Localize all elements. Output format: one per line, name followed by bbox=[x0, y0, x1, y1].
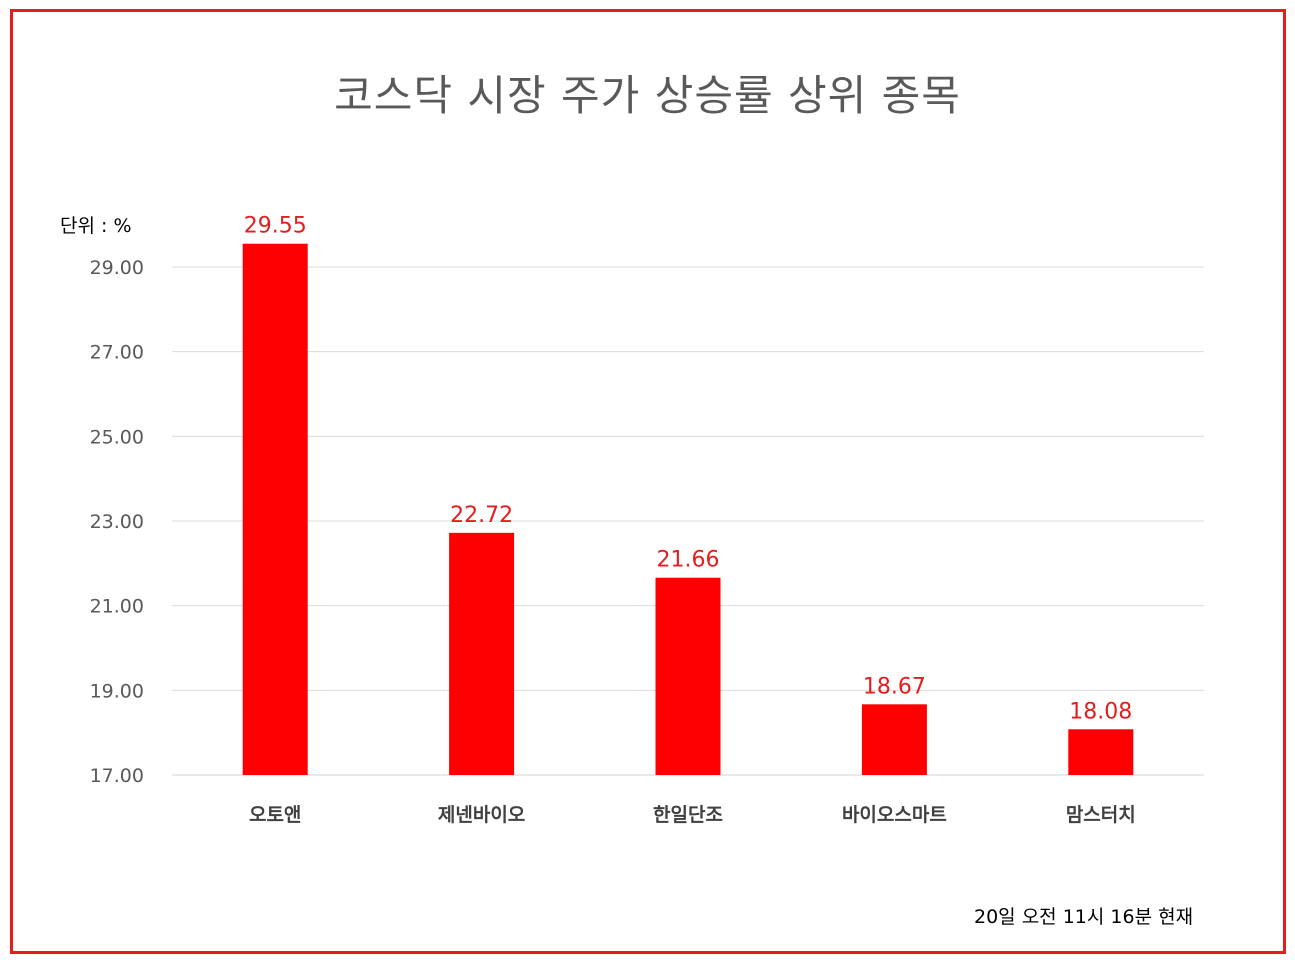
y-tick-label: 17.00 bbox=[90, 765, 144, 787]
chart-title: 코스닥 시장 주가 상승률 상위 종목 bbox=[334, 71, 961, 120]
bar bbox=[449, 532, 515, 775]
data-label: 22.72 bbox=[450, 503, 513, 528]
unit-label: 단위 : % bbox=[60, 215, 132, 237]
y-tick-label: 27.00 bbox=[90, 342, 144, 364]
bar bbox=[861, 704, 927, 775]
y-tick-label: 23.00 bbox=[90, 511, 144, 533]
data-label: 18.67 bbox=[863, 674, 926, 699]
x-category-label: 한일단조 bbox=[653, 804, 723, 826]
x-category-label: 오토앤 bbox=[249, 804, 301, 826]
y-tick-label: 21.00 bbox=[90, 596, 144, 618]
bar bbox=[242, 243, 308, 775]
x-category-label: 제넨바이오 bbox=[438, 804, 525, 826]
y-tick-label: 29.00 bbox=[90, 257, 144, 279]
data-label: 29.55 bbox=[244, 214, 307, 239]
x-category-label: 바이오스마트 bbox=[842, 804, 947, 826]
bar bbox=[1068, 729, 1134, 775]
chart-frame bbox=[10, 9, 1286, 954]
footnote: 20일 오전 11시 16분 현재 bbox=[974, 906, 1194, 928]
data-label: 18.08 bbox=[1069, 699, 1132, 724]
x-category-label: 맘스터치 bbox=[1066, 804, 1136, 826]
y-tick-label: 19.00 bbox=[90, 680, 144, 702]
labels: 17.00 19.00 21.00 23.00 25.00 27.00 29.00 29.55… bbox=[90, 214, 1136, 826]
bar bbox=[655, 577, 721, 775]
bars bbox=[242, 243, 1134, 775]
y-tick-label: 25.00 bbox=[90, 426, 144, 448]
data-label: 21.66 bbox=[657, 548, 720, 573]
